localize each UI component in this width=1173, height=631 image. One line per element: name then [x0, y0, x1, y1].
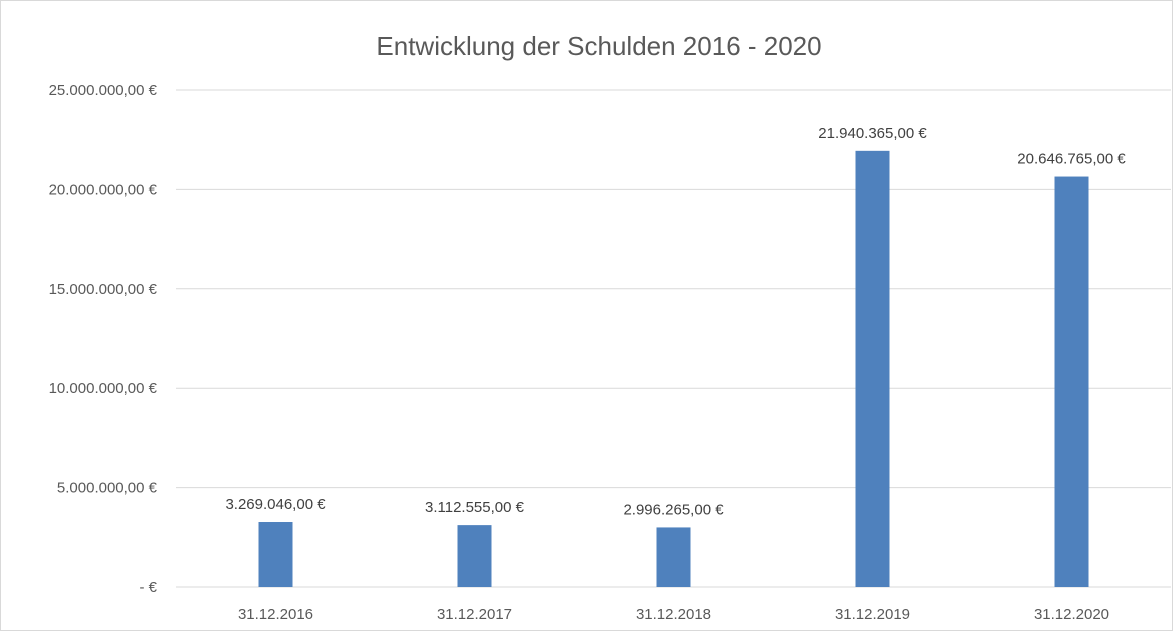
y-axis-ticks: - € 5.000.000,00 € 10.000.000,00 € 15.000.0…: [49, 82, 158, 596]
bars: [258, 150, 1089, 588]
bar: [258, 522, 293, 587]
y-tick-label: 25.000.000,00 €: [49, 82, 158, 99]
data-label: 21.940.365,00 €: [818, 125, 927, 142]
gridlines: [176, 89, 1171, 588]
data-label: 3.112.555,00 €: [425, 499, 525, 516]
x-tick-label: 31.12.2020: [1034, 606, 1109, 623]
y-tick-label: 5.000.000,00 €: [57, 480, 158, 497]
y-tick-label: - €: [139, 579, 157, 596]
x-tick-label: 31.12.2017: [437, 606, 512, 623]
bar: [1054, 176, 1089, 588]
data-label: 20.646.765,00 €: [1017, 151, 1126, 168]
y-tick-label: 10.000.000,00 €: [49, 380, 158, 397]
bar: [656, 527, 691, 587]
data-labels: 3.269.046,00 € 3.112.555,00 € 2.996.265,00…: [225, 125, 1126, 519]
y-tick-label: 15.000.000,00 €: [49, 281, 158, 298]
bar: [457, 525, 492, 587]
chart-title: Entwicklung der Schulden 2016 - 2020: [376, 31, 821, 61]
data-label: 3.269.046,00 €: [225, 496, 326, 513]
x-tick-label: 31.12.2016: [238, 606, 313, 623]
y-tick-label: 20.000.000,00 €: [49, 181, 158, 198]
bar: [855, 150, 890, 587]
x-axis-ticks: 31.12.2016 31.12.2017 31.12.2018 31.12.2019…: [238, 606, 1109, 623]
x-tick-label: 31.12.2018: [636, 606, 711, 623]
data-label: 2.996.265,00 €: [623, 501, 724, 518]
x-tick-label: 31.12.2019: [835, 606, 910, 623]
